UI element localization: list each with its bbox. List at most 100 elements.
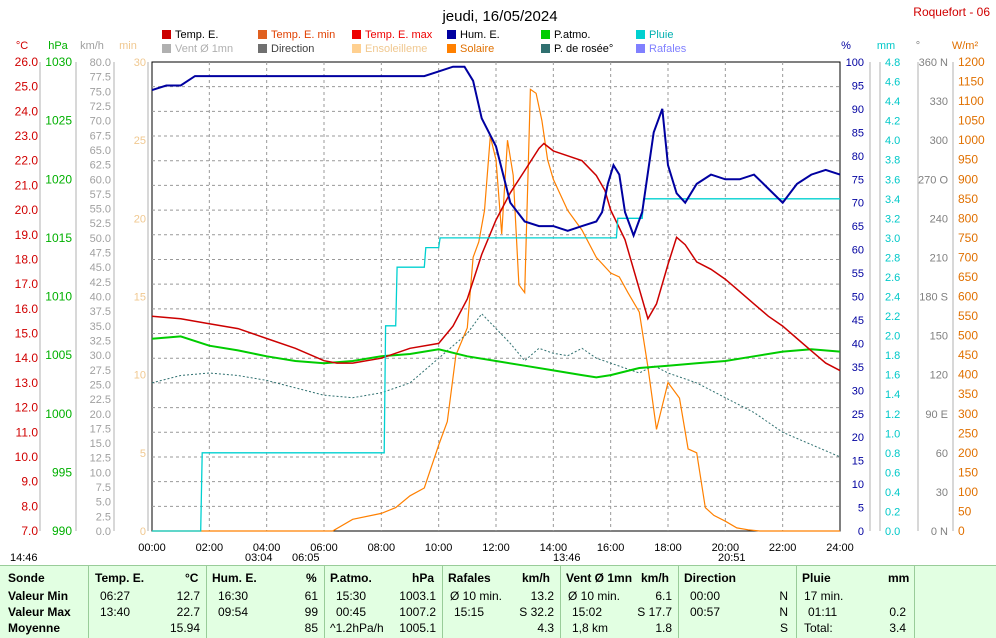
x-tick-label: 24:00: [826, 542, 854, 554]
marker-left-time: 14:46: [10, 552, 38, 564]
direction-axis-tick: 270 O: [918, 174, 948, 186]
series-pluie: [152, 198, 840, 532]
sunshine-axis-tick: 5: [140, 448, 146, 460]
temp-axis-tick: 13.0: [15, 376, 39, 390]
direction-axis-tick: 60: [936, 448, 948, 460]
temp-axis-tick: 22.0: [15, 154, 39, 168]
pluie-total-label: Total:: [804, 621, 833, 635]
vent-distance: 1,8 km: [572, 621, 609, 635]
temp-mean-value: 15.94: [169, 621, 200, 635]
patmo-max-value: 1007.2: [399, 605, 436, 619]
legend-swatch: [258, 44, 267, 53]
rain-axis-tick: 0.4: [885, 487, 900, 499]
legend-label: Pluie: [649, 29, 673, 41]
wind-axis-tick: 35.0: [90, 321, 111, 333]
solar-axis-tick: 950: [958, 153, 978, 167]
axis-unit: min: [119, 40, 137, 52]
humidity-axis-tick: 70: [852, 198, 864, 210]
solar-axis-tick: 400: [958, 368, 978, 382]
solar-axis-tick: 100: [958, 485, 978, 499]
sunshine-axis-tick: 0: [140, 526, 146, 538]
pressure-axis-tick: 1025: [45, 114, 72, 128]
wind-axis-tick: 52.5: [90, 218, 111, 230]
rain-axis-tick: 0.0: [885, 526, 900, 538]
sunshine-axis-tick: 30: [134, 57, 146, 69]
patmo-max-time: 00:45: [336, 605, 367, 619]
wind-axis-tick: 15.0: [90, 438, 111, 450]
vent-min-value: 6.1: [655, 589, 672, 603]
rain-axis-tick: 2.4: [885, 292, 900, 304]
x-tick-label: 02:00: [196, 542, 224, 554]
hum-mean-value: 85: [304, 621, 318, 635]
pressure-axis-tick: 1015: [45, 231, 72, 245]
solar-axis-tick: 1100: [958, 94, 984, 108]
hum-max-value: 99: [304, 605, 318, 619]
temp-max-time: 13:40: [100, 605, 131, 619]
direction-axis-tick: 240: [930, 213, 948, 225]
rain-axis-tick: 1.4: [885, 389, 900, 401]
legend-swatch: [162, 30, 171, 39]
rain-axis-tick: 1.6: [885, 370, 900, 382]
legend-swatch: [541, 30, 550, 39]
temp-min-value: 12.7: [176, 589, 200, 603]
patmo-trend: ^1.2hPa/h: [330, 621, 384, 635]
humidity-axis-tick: 20: [852, 432, 864, 444]
table-header-temp: Temp. E.: [95, 571, 145, 585]
plot-area: [151, 65, 841, 532]
hum-max-time: 09:54: [218, 605, 249, 619]
rain-axis-tick: 4.2: [885, 116, 900, 128]
temp-axis-tick: 12.0: [15, 401, 39, 415]
x-tick-label: 20:00: [712, 542, 740, 554]
direction-axis-tick: 210: [930, 252, 948, 264]
sunshine-axis-tick: 15: [134, 292, 146, 304]
table-header-temp-unit: °C: [185, 571, 199, 585]
legend-swatch: [636, 30, 645, 39]
vent-min-label: Ø 10 min.: [568, 589, 621, 603]
x-tick-label: 14:00: [540, 542, 568, 554]
axis-unit: °: [916, 40, 920, 52]
humidity-axis-tick: 5: [858, 503, 864, 515]
wind-axis-tick: 10.0: [90, 467, 111, 479]
legend-swatch: [258, 30, 267, 39]
sunshine-axis-tick: 25: [134, 135, 146, 147]
solar-axis-tick: 800: [958, 211, 978, 225]
direction-min-time: 00:00: [690, 589, 721, 603]
legend-label: Temp. E.: [175, 29, 218, 41]
legend-swatch: [541, 44, 550, 53]
humidity-axis-tick: 85: [852, 127, 864, 139]
station-name: Roquefort - 06: [913, 5, 990, 19]
temp-axis-tick: 19.0: [15, 228, 39, 242]
direction-mean-value: S: [779, 621, 788, 635]
row-label-mean: Moyenne: [8, 621, 61, 635]
x-tick-label: 16:00: [597, 542, 625, 554]
series-hum-e-: [151, 65, 841, 239]
axis-unit: %: [841, 40, 851, 52]
pressure-axis-tick: 990: [52, 524, 72, 538]
rain-axis-tick: 3.8: [885, 155, 900, 167]
temp-axis-tick: 18.0: [15, 252, 39, 266]
direction-axis-tick: 0 N: [931, 526, 948, 538]
temp-axis-tick: 14.0: [15, 351, 39, 365]
direction-axis-tick: 30: [936, 487, 948, 499]
solar-axis-tick: 1200: [958, 55, 985, 69]
table-header-direction: Direction: [684, 571, 737, 585]
x-tick-label: 00:00: [138, 542, 166, 554]
axes: 00:00 02:00 04:00 06:00 08:00 10:00 12:00 14:00…: [10, 40, 985, 564]
direction-max-time: 00:57: [690, 605, 721, 619]
pluie-max-value: 0.2: [889, 605, 906, 619]
sunshine-axis-tick: 10: [134, 370, 146, 382]
pressure-axis-tick: 1020: [45, 172, 72, 186]
wind-axis-tick: 42.5: [90, 277, 111, 289]
rain-axis-tick: 3.4: [885, 194, 900, 206]
temp-axis-tick: 20.0: [15, 203, 39, 217]
wind-axis-tick: 25.0: [90, 379, 111, 391]
wind-axis-tick: 0.0: [96, 526, 111, 538]
wind-axis-tick: 67.5: [90, 130, 111, 142]
table-header-hum: Hum. E.: [212, 571, 257, 585]
wind-axis-tick: 62.5: [90, 160, 111, 172]
wind-axis-tick: 7.5: [96, 482, 111, 494]
patmo-mean-value: 1005.1: [399, 621, 436, 635]
rain-axis-tick: 2.6: [885, 272, 900, 284]
sunshine-axis-tick: 20: [134, 213, 146, 225]
humidity-axis-tick: 0: [858, 526, 864, 538]
